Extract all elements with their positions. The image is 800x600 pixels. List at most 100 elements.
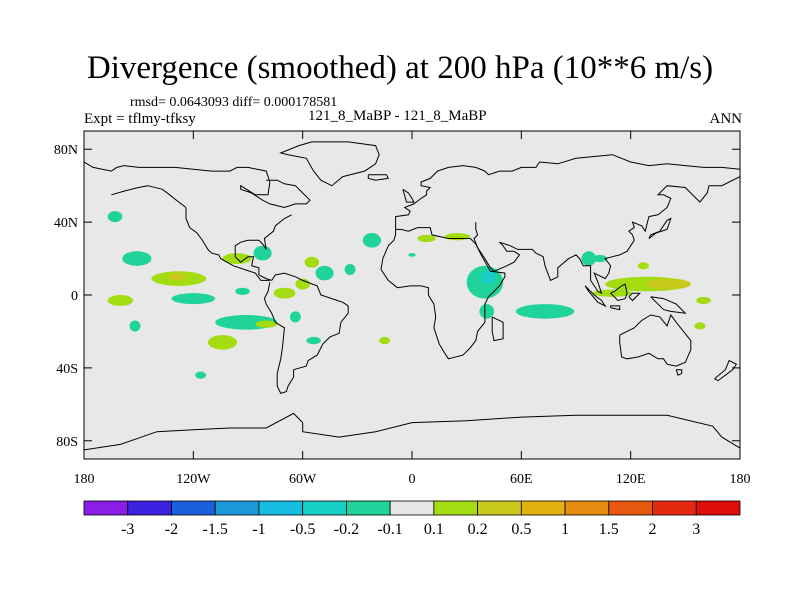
x-tick-label: 60E	[510, 472, 533, 487]
colorbar-segment	[652, 500, 697, 516]
coastline	[473, 176, 740, 295]
colorbar-segment	[127, 500, 172, 516]
colorbar-segment	[214, 500, 260, 516]
asia-anomaly	[581, 251, 597, 266]
coastline	[628, 292, 642, 302]
tropical-pacific-anomaly	[273, 287, 296, 299]
y-tick-label: 80N	[54, 143, 78, 158]
colorbar-label: -0.2	[334, 521, 359, 538]
north-atlantic-anomaly	[362, 233, 382, 248]
colorbar-label: 2	[649, 521, 657, 538]
arctic-anomaly	[408, 253, 416, 257]
coastline	[402, 188, 415, 203]
asia-anomaly	[592, 254, 607, 263]
coastline	[395, 154, 740, 230]
colorbar-segment	[171, 500, 216, 516]
colorbar-label: -1	[252, 521, 265, 538]
colorbar-label: -3	[121, 521, 134, 538]
maritime-continent-anomaly	[647, 278, 691, 290]
colorbar-segment	[520, 500, 566, 516]
coastline	[584, 285, 607, 308]
coastline-layer	[84, 141, 740, 451]
case-subtitle: 121_8_MaBP - 121_8_MaBP	[308, 108, 487, 124]
west-pacific-anomaly	[694, 322, 706, 330]
coastline	[610, 305, 621, 311]
coastline	[263, 272, 349, 395]
africa-anomaly	[481, 269, 496, 285]
south-pacific-anomaly	[195, 371, 207, 379]
colorbar-label: -0.5	[290, 521, 315, 538]
x-tick-label: 60W	[289, 472, 317, 487]
colorbar: -3 -2 -1.5 -1 -0.5 -0.2 -0.1 0.1 0.2 0.5 1 1.5 2 3	[83, 500, 741, 538]
north-pacific-anomaly	[107, 211, 123, 223]
coastline	[380, 227, 506, 360]
colorbar-label: 0.1	[424, 521, 444, 538]
north-atlantic-anomaly	[315, 265, 334, 281]
colorbar-label: 1.5	[599, 521, 619, 538]
tropical-pacific-anomaly	[171, 293, 216, 305]
colorbar-segment	[345, 500, 391, 516]
colorbar-segment	[258, 500, 304, 516]
colorbar-label: -0.1	[377, 521, 402, 538]
north-atlantic-anomaly	[344, 264, 356, 275]
coastline	[185, 207, 270, 281]
coastline	[367, 174, 390, 181]
x-tick-label: 120W	[176, 472, 211, 487]
y-tick-label: 80S	[56, 435, 78, 450]
x-tick-label: 120E	[616, 472, 646, 487]
y-tick-label: 0	[71, 289, 78, 304]
experiment-label: Expt = tflmy-tfksy	[84, 111, 196, 127]
coastline	[650, 296, 687, 314]
asia-anomaly	[637, 262, 649, 270]
coastline	[675, 369, 683, 376]
tropical-pacific-anomaly	[167, 273, 187, 281]
coastline	[491, 316, 504, 342]
tropical-pacific-anomaly	[235, 287, 250, 295]
colorbar-segment	[564, 500, 610, 516]
coastline	[714, 359, 738, 382]
colorbar-segment	[608, 500, 653, 516]
coastline	[610, 283, 628, 302]
tropical-pacific-anomaly	[107, 295, 134, 306]
indian-ocean-anomaly	[515, 304, 575, 319]
axes: 180 120W 60W 0 60E 120E 180 80N 40N 0 40S 80S	[54, 131, 751, 487]
colorbar-label: 0.5	[511, 521, 531, 538]
south-america-anomaly	[289, 311, 301, 323]
colorbar-segment	[477, 500, 522, 516]
colorbar-label: -2	[165, 521, 178, 538]
west-pacific-anomaly	[696, 296, 711, 305]
y-tick-label: 40N	[54, 216, 78, 231]
colorbar-segment	[389, 500, 435, 516]
africa-anomaly	[479, 304, 495, 319]
coastline	[84, 161, 311, 209]
south-america-anomaly	[379, 336, 391, 345]
north-africa-anomaly	[417, 234, 436, 243]
x-tick-label: 0	[409, 472, 416, 487]
colorbar-label: -1.5	[203, 521, 228, 538]
coastline	[111, 185, 187, 208]
colorbar-label: 1	[561, 521, 569, 538]
colorbar-segment	[433, 500, 479, 516]
coastline	[648, 217, 672, 239]
tropical-pacific-anomaly	[255, 320, 278, 328]
coastline	[279, 141, 380, 187]
stats-label: rmsd= 0.0643093 diff= 0.000178581	[130, 95, 338, 110]
chart-title: Divergence (smoothed) at 200 hPa (10**6 …	[86, 50, 714, 86]
south-pacific-anomaly	[129, 320, 141, 332]
colorbar-segment	[83, 500, 129, 516]
colorbar-label: 0.2	[468, 521, 488, 538]
north-atlantic-anomaly	[304, 256, 320, 268]
maritime-continent-anomaly	[592, 289, 633, 297]
colorbar-segment	[302, 500, 347, 516]
x-tick-label: 180	[730, 472, 751, 487]
colorbar-label: 3	[692, 521, 700, 538]
coastline	[619, 313, 692, 367]
season-label: ANN	[709, 111, 743, 127]
x-tick-label: 180	[74, 472, 95, 487]
south-pacific-anomaly	[207, 335, 238, 350]
north-pacific-anomaly	[122, 251, 152, 266]
north-africa-anomaly	[444, 233, 471, 241]
y-tick-label: 40S	[56, 362, 78, 377]
colorbar-segment	[695, 500, 741, 516]
